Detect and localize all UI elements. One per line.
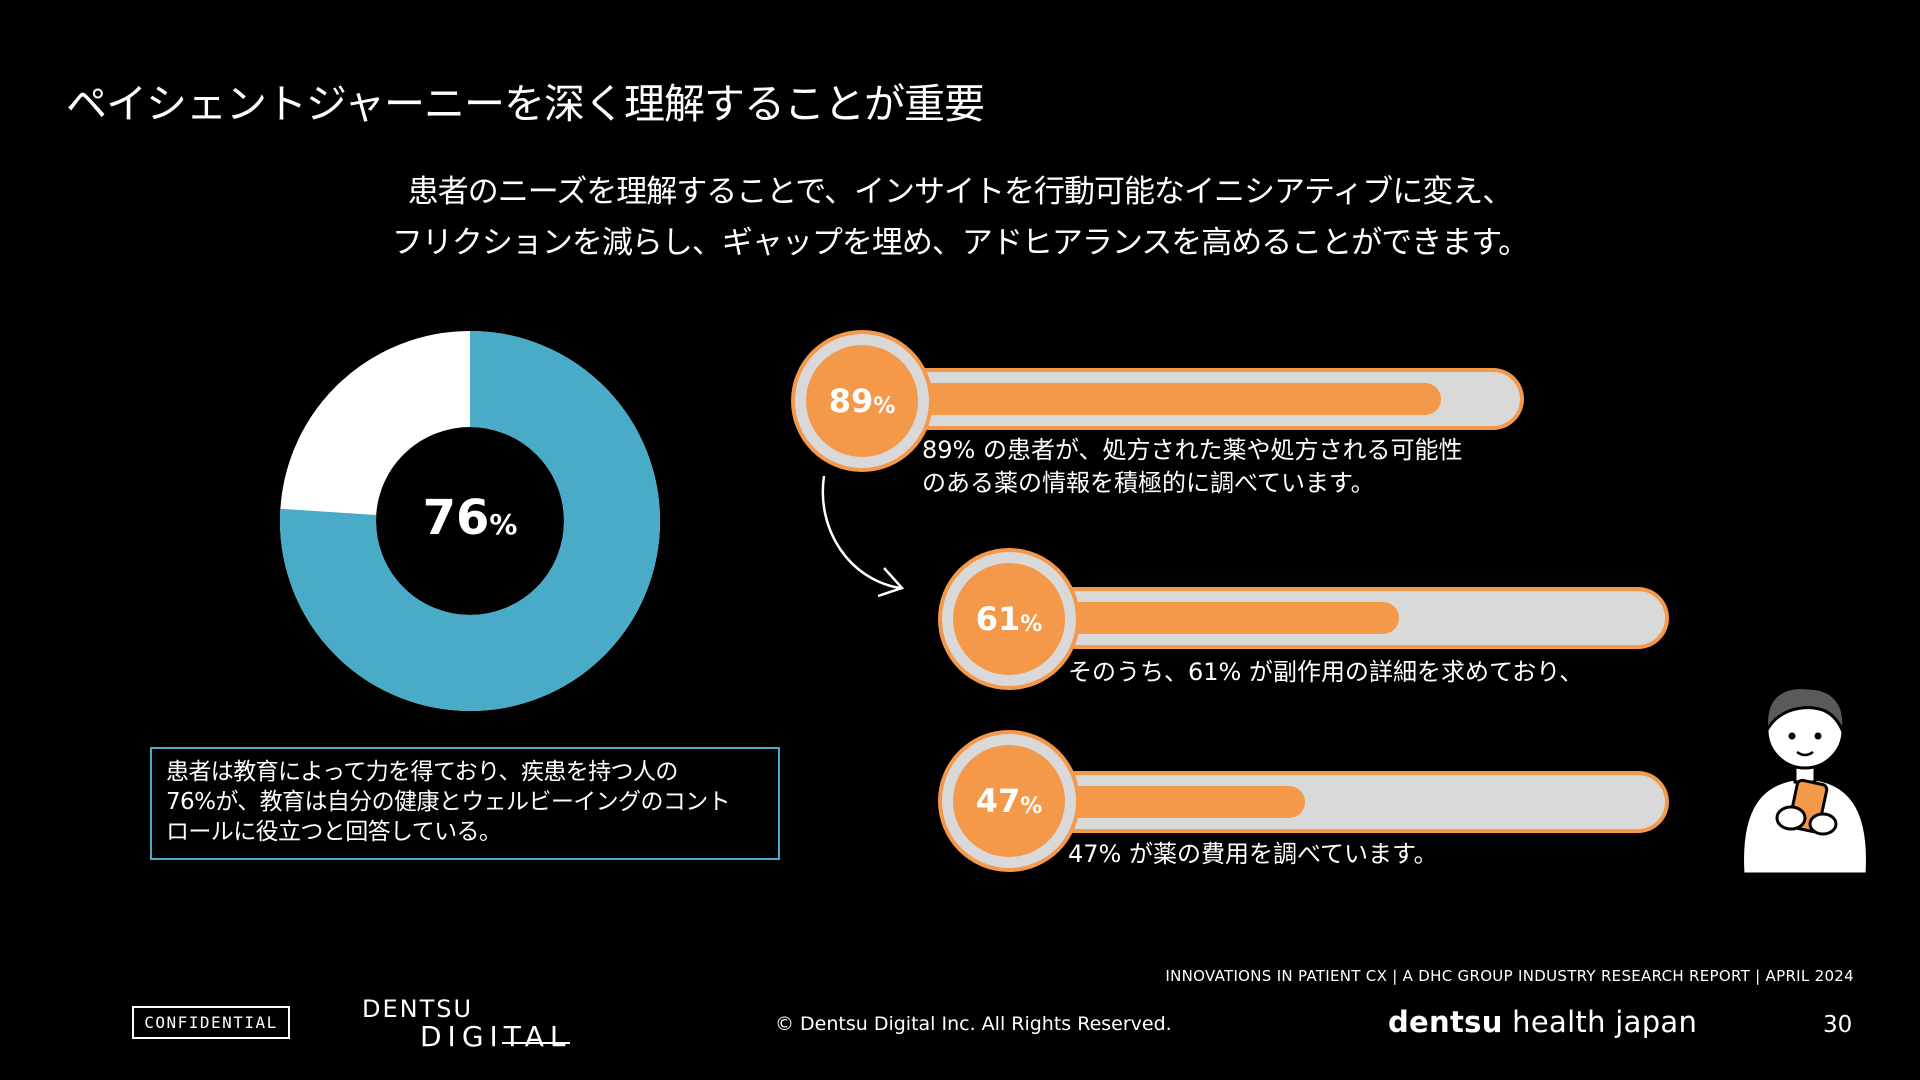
donut-chart — [280, 331, 660, 711]
stat-description-2: そのうち、61% が副作用の詳細を求めており、 — [1068, 656, 1583, 689]
subtitle-line-2: フリクションを減らし、ギャップを埋め、アドヒアランスを高めることができます。 — [391, 225, 1529, 261]
dentsu-health-japan-logo: dentsu health japan — [1388, 1005, 1697, 1039]
page-number: 30 — [1823, 1012, 1853, 1038]
donut-number: 76 — [422, 490, 490, 546]
stat-description-3: 47% が薬の費用を調べています。 — [1068, 838, 1438, 871]
stat-number-2: 61 — [975, 600, 1021, 638]
stat-description-1: 89% の患者が、処方された薬や処方される可能性 のある薬の情報を積極的に調べて… — [922, 434, 1463, 500]
callout-line: ロールに役立つと回答している。 — [166, 819, 502, 845]
stat-description-line: そのうち、61% が副作用の詳細を求めており、 — [1068, 658, 1584, 686]
logo-line-1: DENTSU — [362, 995, 474, 1023]
stat-fill-bar-1 — [845, 383, 1441, 415]
donut-value-label: 76% — [370, 490, 570, 546]
callout-box: 患者は教育によって力を得ており、疾患を持つ人の 76%が、教育は自分の健康とウェ… — [150, 747, 780, 860]
page-title: ペイシェントジャーニーを深く理解することが重要 — [66, 80, 985, 128]
subtitle-line-1: 患者のニーズを理解することで、インサイトを行動可能なイニシアティブに変え、 — [407, 174, 1513, 210]
logo-underline — [502, 1042, 570, 1044]
donut-unit: % — [489, 508, 518, 541]
stat-unit-3: % — [1020, 793, 1043, 819]
stat-circle-1: 89% — [806, 345, 918, 457]
stat-description-line: のある薬の情報を積極的に調べています。 — [922, 469, 1375, 497]
brand-bold: dentsu — [1388, 1005, 1503, 1039]
stat-number-3: 47 — [975, 782, 1021, 820]
stat-unit-1: % — [873, 393, 896, 419]
stat-description-line: 89% の患者が、処方された薬や処方される可能性 — [922, 436, 1463, 464]
confidential-badge: CONFIDENTIAL — [132, 1006, 290, 1039]
stat-number-1: 89 — [828, 382, 874, 420]
stat-circle-2: 61% — [953, 563, 1065, 675]
callout-line: 76%が、教育は自分の健康とウェルビーイングのコント — [166, 789, 731, 815]
stat-unit-2: % — [1020, 611, 1043, 637]
dentsu-digital-logo: DENTSU DIGITAL — [362, 995, 572, 1053]
brand-rest: health japan — [1502, 1005, 1698, 1039]
person-with-phone-icon — [1741, 686, 1869, 876]
callout-line: 患者は教育によって力を得ており、疾患を持つ人の — [166, 759, 678, 785]
curved-arrow-icon — [821, 475, 905, 598]
copyright-text: © Dentsu Digital Inc. All Rights Reserve… — [775, 1013, 1172, 1035]
stat-circle-3: 47% — [953, 745, 1065, 857]
donut-filled-arc — [280, 331, 660, 711]
report-footer-text: INNOVATIONS IN PATIENT CX | A DHC GROUP … — [1165, 967, 1854, 985]
logo-line-2: DIGITAL — [420, 1020, 572, 1053]
stat-description-line: 47% が薬の費用を調べています。 — [1068, 840, 1438, 868]
